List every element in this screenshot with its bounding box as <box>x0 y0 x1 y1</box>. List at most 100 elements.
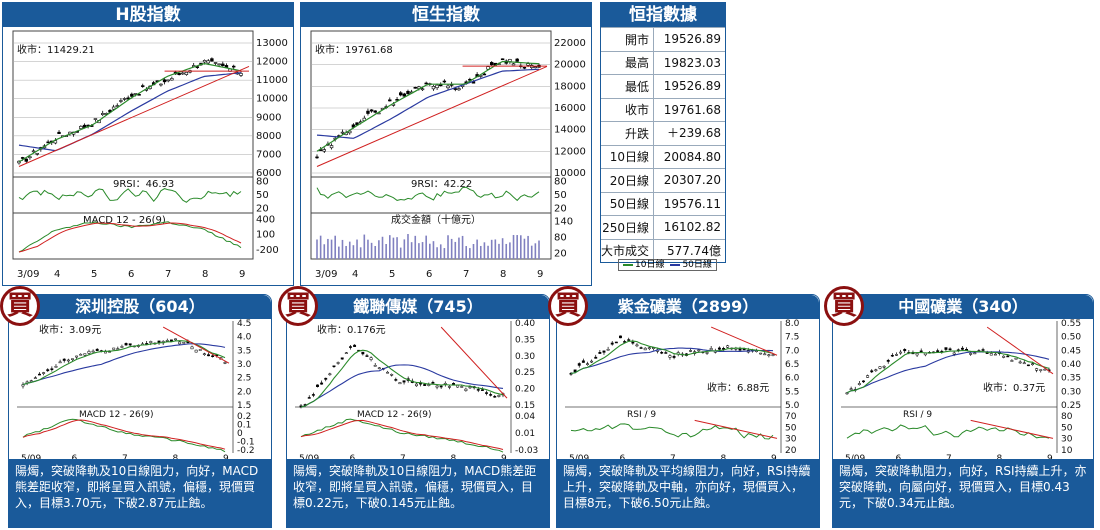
candle-body <box>344 352 348 354</box>
candle-body <box>526 63 530 66</box>
candle-body <box>213 62 218 64</box>
price-tick-label: 10000 <box>554 168 586 179</box>
candle-body <box>738 348 742 351</box>
candle-body <box>202 353 206 356</box>
candle-body <box>952 352 956 355</box>
buy-badge: 買 <box>548 286 588 326</box>
hsi-panel: 恒生指數 22000 20000 18000 16000 14000 12000 10000… <box>300 2 592 286</box>
price-tick-label: 0.25 <box>515 368 535 378</box>
stock-title: 鐵聯傳媒（745） <box>287 295 549 319</box>
downtrend-line <box>710 326 778 356</box>
candle-body <box>223 362 227 364</box>
price-tick-label: 0.50 <box>1061 333 1081 343</box>
candle-body <box>395 99 399 101</box>
x-tick-label: 8 <box>173 454 179 461</box>
sub-tick-label: 10 <box>1061 446 1073 456</box>
candle-body <box>672 356 676 358</box>
candle-body <box>112 347 116 350</box>
x-tick-label: 6 <box>350 454 356 461</box>
price-tick-label: 7.5 <box>785 333 799 343</box>
x-tick-label: 8 <box>202 269 208 280</box>
candle-body <box>361 351 365 355</box>
downtrend-line <box>440 326 508 399</box>
candle-body <box>33 377 37 379</box>
rsi-trend-line <box>970 419 1054 439</box>
rsi-tick-label: 50 <box>256 190 269 201</box>
price-tick-label: 5.0 <box>785 401 800 411</box>
x-tick-label: 9 <box>223 454 229 461</box>
candle-body <box>903 349 907 352</box>
candle-body <box>944 347 948 350</box>
x-tick-label: 7 <box>165 269 171 280</box>
volume-tick-label: 20 <box>554 249 567 260</box>
candle-body <box>635 344 639 347</box>
price-tick-label: 2.0 <box>237 387 252 397</box>
candle-body <box>130 93 134 97</box>
candle-body <box>35 152 39 155</box>
candle-body <box>184 71 189 75</box>
candle-body <box>497 395 501 397</box>
candle-body <box>38 373 41 376</box>
candle-body <box>165 340 169 342</box>
price-tick-label: 6.0 <box>785 374 800 384</box>
candle-body <box>573 369 577 373</box>
candle-body <box>340 357 344 360</box>
candle-body <box>128 343 132 346</box>
hsi-data-row: 250日線 16102.82 <box>601 215 725 239</box>
candle-body <box>1006 355 1010 358</box>
price-tick-label: 14000 <box>554 125 586 136</box>
candle-body <box>169 339 173 342</box>
candle-body <box>328 373 332 376</box>
ma50-line <box>570 347 774 375</box>
stock-description: 陽燭，突破降軌及10日線阻力，向好，MACD熊差距收窄，即將呈買入訊號，偏穩，現… <box>9 459 271 527</box>
ma10-line <box>300 349 504 408</box>
candle-body <box>141 85 145 87</box>
candle-body <box>722 348 725 350</box>
price-tick-label: 3.5 <box>237 346 251 356</box>
candle-body <box>1014 357 1018 360</box>
rsi-label: 9RSI：46.93 <box>113 179 174 190</box>
candle-body <box>480 389 484 391</box>
candle-body <box>75 355 79 358</box>
candle-body <box>849 388 853 390</box>
rsi-tick-label: 80 <box>256 177 269 188</box>
sub-tick-label: 30 <box>1061 435 1073 445</box>
candle-body <box>1018 361 1022 364</box>
downtrend-line <box>986 326 1054 375</box>
candle-body <box>122 98 127 100</box>
candle-body <box>489 394 493 396</box>
sub-tick-label: -0.03 <box>515 446 538 456</box>
candle-body <box>664 352 668 354</box>
candle-body <box>614 341 618 344</box>
sub-tick-label: 50 <box>1061 423 1073 433</box>
candle-body <box>398 382 402 385</box>
candle-body <box>50 368 54 370</box>
candle-body <box>232 65 236 68</box>
price-tick-label: 6.5 <box>785 360 799 370</box>
candle-body <box>431 382 435 384</box>
candle-body <box>170 78 174 81</box>
price-tick-label: 0.45 <box>1061 346 1081 356</box>
macd-label: MACD 12 - 26(9) <box>83 215 166 226</box>
stock-card: 中國礦業（340） 0.55 0.50 0.45 0.40 0.35 0.30 0.25 收市：… <box>832 294 1094 528</box>
candle-body <box>373 365 377 367</box>
price-tick-label: 4.0 <box>237 333 252 343</box>
x-tick-label: 7 <box>400 454 406 461</box>
candle-body <box>54 366 58 368</box>
candle-body <box>511 63 516 66</box>
rsi-line <box>316 186 540 202</box>
candle-body <box>58 361 62 364</box>
candle-body <box>460 386 464 388</box>
candle-body <box>915 353 919 356</box>
hsi-data-row: 收市 19761.68 <box>601 97 725 121</box>
candle-body <box>239 73 243 76</box>
candle-body <box>709 348 713 351</box>
candle-body <box>886 359 890 362</box>
price-tick-label: 8.0 <box>785 319 800 329</box>
hsi-data-key: 開市 <box>624 32 649 47</box>
candle-body <box>862 380 865 383</box>
candle-body <box>332 365 336 368</box>
buy-badge: 買 <box>0 286 40 326</box>
candle-body <box>857 383 861 386</box>
hsi-chart: 22000 20000 18000 16000 14000 12000 10000 收市：19… <box>310 30 586 280</box>
